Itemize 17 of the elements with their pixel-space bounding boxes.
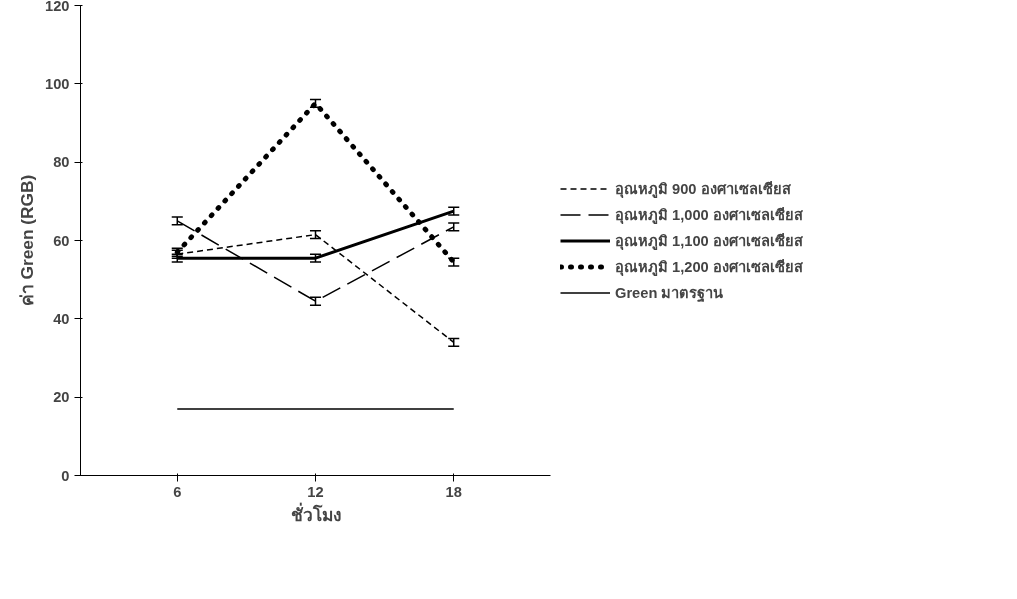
y-tick-label: 80	[53, 154, 70, 171]
y-axis-title: ค่า Green (RGB)	[17, 174, 38, 307]
y-tick-label: 60	[53, 232, 70, 249]
y-tick-label: 100	[45, 75, 70, 92]
legend-label: อุณหภูมิ 1,200 องศาเซลเซียส	[615, 257, 803, 278]
x-tick-label: 12	[307, 483, 324, 500]
y-tick-label: 120	[45, 0, 70, 14]
y-tick-label: 0	[61, 467, 70, 484]
x-tick-label: 18	[445, 483, 462, 500]
legend-label: Green มาตรฐาน	[615, 283, 724, 304]
y-tick-label: 20	[53, 389, 70, 406]
legend-label: อุณหภูมิ 900 องศาเซลเซียส	[615, 179, 791, 200]
y-tick-label: 40	[53, 310, 70, 327]
x-axis-title: ชั่วโมง	[290, 501, 341, 525]
x-tick-label: 6	[173, 483, 182, 500]
legend-label: อุณหภูมิ 1,000 องศาเซลเซียส	[615, 205, 803, 226]
legend-label: อุณหภูมิ 1,100 องศาเซลเซียส	[615, 231, 803, 252]
